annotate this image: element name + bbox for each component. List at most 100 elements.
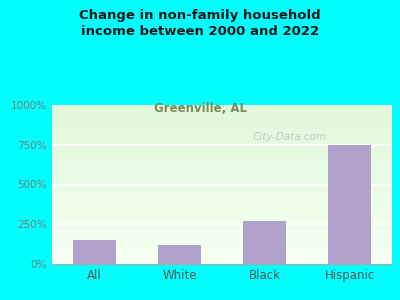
Bar (52, 204, 392, 205)
Bar (52, 191, 392, 193)
Bar (52, 237, 392, 238)
Bar (52, 158, 392, 159)
Bar (52, 188, 392, 189)
Bar (328, 145, 371, 264)
Bar (52, 240, 392, 242)
Bar (52, 221, 392, 223)
Bar (52, 200, 392, 202)
Bar (52, 181, 392, 183)
Bar (52, 121, 392, 122)
Bar (52, 116, 392, 118)
Bar (52, 167, 392, 169)
Bar (52, 135, 392, 137)
Bar (52, 248, 392, 250)
Bar (52, 208, 392, 210)
Bar (52, 202, 392, 204)
Bar (52, 118, 392, 119)
Bar (73, 240, 116, 264)
Bar (52, 186, 392, 188)
Bar (52, 231, 392, 232)
Bar (52, 212, 392, 213)
Bar (52, 196, 392, 197)
Bar (52, 216, 392, 218)
Bar (52, 164, 392, 165)
Bar (52, 129, 392, 130)
Bar (52, 134, 392, 135)
Bar (52, 224, 392, 226)
Bar (52, 223, 392, 224)
Bar (52, 172, 392, 173)
Bar (52, 254, 392, 256)
Bar (52, 108, 392, 110)
Bar (52, 232, 392, 234)
Bar (52, 215, 392, 216)
Bar (52, 137, 392, 138)
Bar (52, 161, 392, 162)
Bar (52, 105, 392, 106)
Bar (52, 151, 392, 153)
Bar (52, 162, 392, 164)
Bar (52, 193, 392, 194)
Bar (52, 156, 392, 158)
Bar (52, 132, 392, 134)
Bar (52, 247, 392, 248)
Bar (52, 149, 392, 151)
Bar (52, 159, 392, 160)
Text: City-Data.com: City-Data.com (253, 132, 327, 142)
Text: Greenville, AL: Greenville, AL (154, 102, 246, 115)
Bar (52, 205, 392, 207)
Bar (52, 236, 392, 237)
Bar (52, 184, 392, 186)
Bar (52, 218, 392, 220)
Bar (52, 238, 392, 240)
Bar (52, 253, 392, 254)
Bar (52, 106, 392, 108)
Bar (52, 258, 392, 259)
Bar (52, 138, 392, 140)
Bar (52, 119, 392, 121)
Bar (52, 115, 392, 116)
Bar (52, 242, 392, 243)
Bar (243, 221, 286, 264)
Bar (52, 259, 392, 261)
Bar (52, 175, 392, 176)
Bar (52, 153, 392, 154)
Bar (52, 229, 392, 231)
Bar (52, 199, 392, 200)
Bar (52, 126, 392, 127)
Bar (52, 261, 392, 262)
Bar (52, 245, 392, 247)
Bar (52, 210, 392, 212)
Bar (52, 183, 392, 184)
Bar (52, 113, 392, 115)
Bar (52, 176, 392, 178)
Bar (52, 146, 392, 148)
Bar (52, 250, 392, 251)
Bar (52, 262, 392, 264)
Bar (52, 180, 392, 181)
Bar (52, 207, 392, 208)
Bar (52, 165, 392, 167)
Bar (52, 173, 392, 175)
Bar (52, 143, 392, 145)
Bar (52, 154, 392, 156)
Bar (52, 213, 392, 215)
Bar (52, 251, 392, 253)
Bar (52, 234, 392, 236)
Bar (52, 130, 392, 132)
Bar (52, 226, 392, 227)
Bar (52, 220, 392, 221)
Bar (52, 178, 392, 180)
Bar (52, 189, 392, 191)
Bar (52, 227, 392, 229)
Bar (52, 111, 392, 113)
Bar (52, 140, 392, 142)
Bar (158, 245, 201, 264)
Bar (52, 124, 392, 126)
Bar (52, 169, 392, 170)
Bar (52, 243, 392, 245)
Bar (52, 170, 392, 172)
Bar (52, 122, 392, 124)
Bar (52, 145, 392, 146)
Bar (52, 142, 392, 143)
